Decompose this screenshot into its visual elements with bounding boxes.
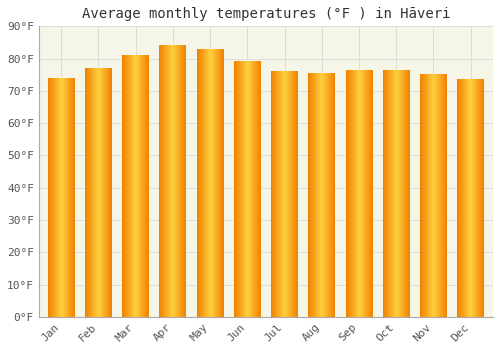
Title: Average monthly temperatures (°F ) in Hāveri: Average monthly temperatures (°F ) in Hā… [82, 7, 450, 21]
